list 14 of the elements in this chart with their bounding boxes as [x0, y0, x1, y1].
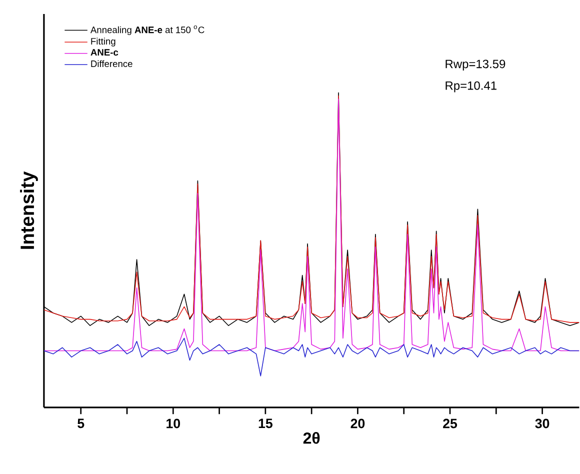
legend-label: Fitting — [91, 38, 116, 46]
legend-label: Annealing ANE-e at 150 $^{o}$C — [90, 25, 204, 35]
x-tick-label: 20 — [350, 418, 365, 428]
x-tick-label: 30 — [535, 418, 550, 428]
text: Rwp=13.59 — [446, 60, 506, 70]
text: Rp=10.41 — [446, 81, 496, 92]
x-tick-label: 15 — [258, 418, 272, 428]
y-axis-title: Intensity — [20, 171, 38, 249]
x-tick-label: 25 — [443, 418, 458, 428]
legend-label: Difference — [91, 60, 132, 67]
x-axis-title: 2θ — [303, 432, 320, 444]
x-tick-label: 10 — [166, 418, 180, 428]
x-tick-label: 5 — [78, 418, 84, 428]
legend-label: ANE-c — [90, 48, 118, 56]
